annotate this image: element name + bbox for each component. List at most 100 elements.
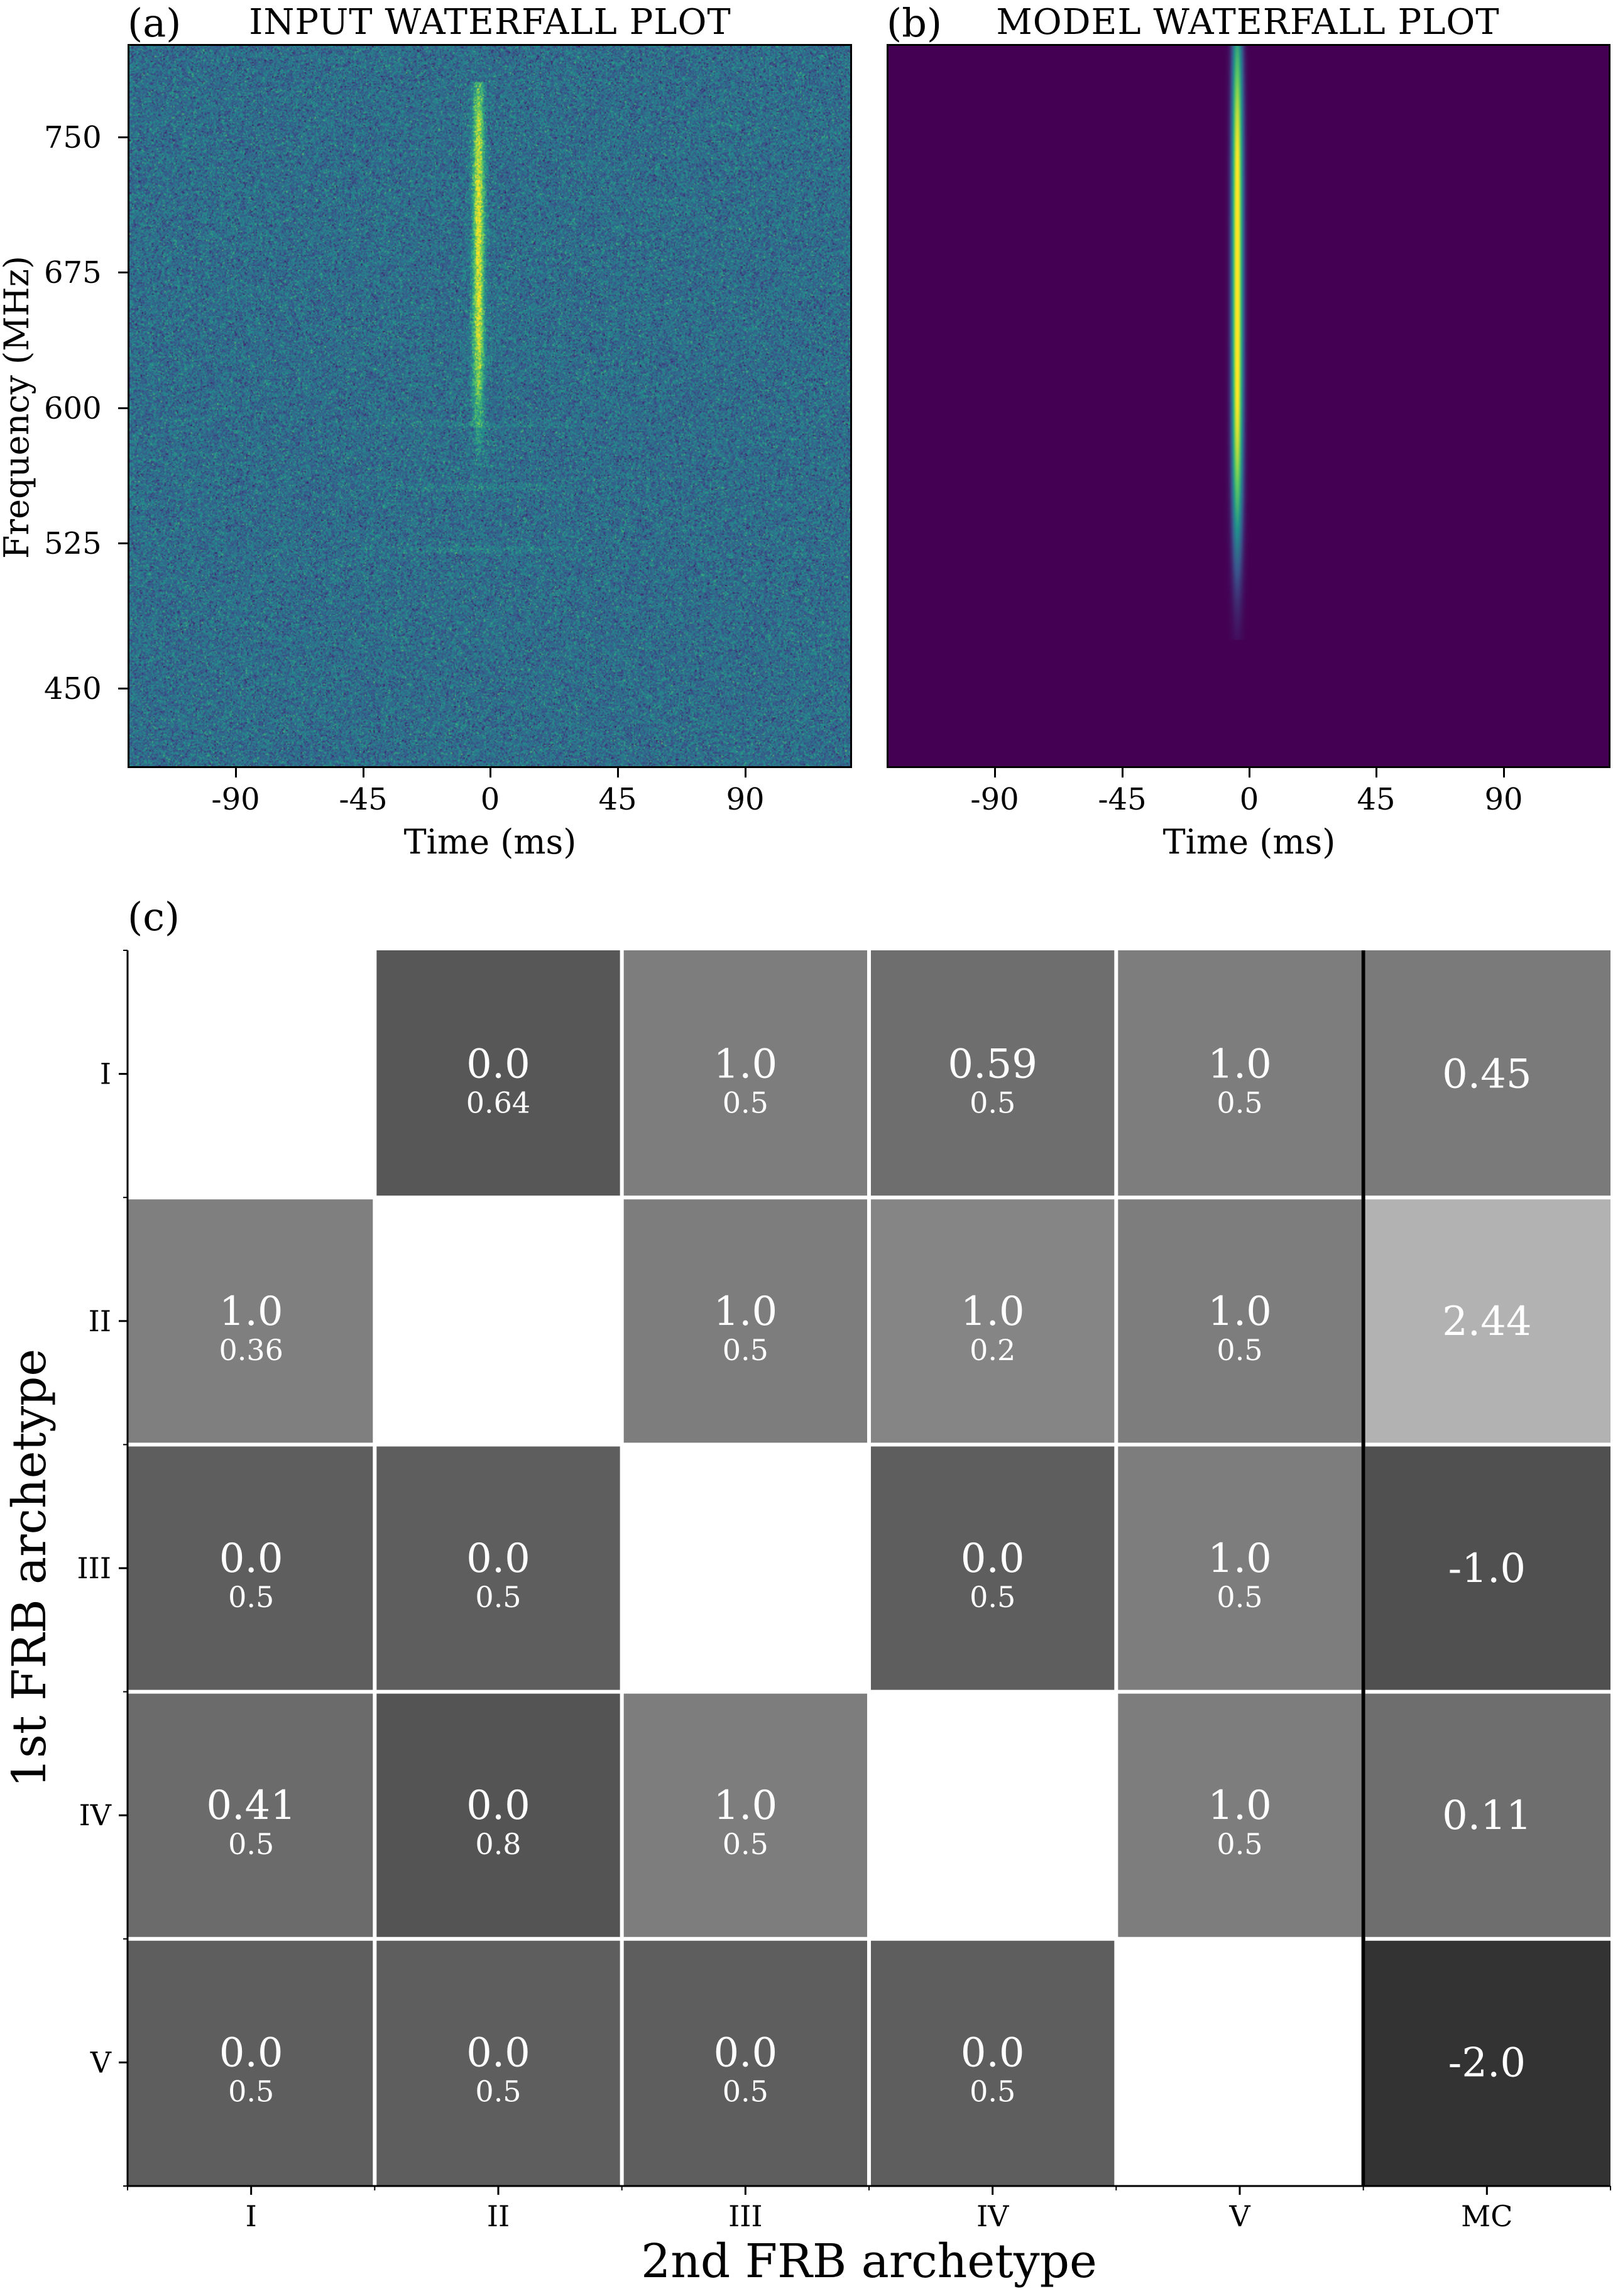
y-tick-mark-675 [118, 272, 128, 273]
matrix-subvalue-II-V: 0.5 [1217, 1333, 1262, 1367]
matrix-subvalue-IV-II: 0.8 [475, 1827, 521, 1861]
matrix-subvalue-II-I: 0.36 [219, 1333, 283, 1367]
matrix-cell-II-V [1116, 1197, 1364, 1445]
matrix-subvalue-IV-V: 0.5 [1217, 1827, 1262, 1861]
matrix-value-I-MC: 0.45 [1442, 1052, 1532, 1098]
row-tick-label-V: V [90, 2045, 112, 2079]
b-x-tick-mark-m45 [1122, 768, 1124, 777]
b-x-tick-label-0: 0 [1239, 782, 1259, 817]
input-waterfall-plot [128, 44, 852, 768]
matrix-subvalue-II-III: 0.5 [723, 1333, 768, 1367]
matrix-cell-IV-III [621, 1691, 869, 1939]
matrix-subvalue-III-II: 0.5 [475, 1580, 521, 1614]
b-x-tick-mark-90 [1503, 768, 1505, 777]
a-x-tick-mark-45 [617, 768, 619, 777]
matrix-subvalue-III-V: 0.5 [1217, 1580, 1262, 1614]
b-x-tick-label-45: 45 [1357, 782, 1396, 817]
y-tick-label-750: 750 [44, 120, 102, 155]
matrix-subvalue-IV-I: 0.5 [228, 1827, 274, 1861]
matrix-value-IV-I: 0.41 [206, 1782, 296, 1829]
matrix-subvalue-III-IV: 0.5 [970, 1580, 1015, 1614]
y-tick-label-600: 600 [44, 391, 102, 426]
matrix-cell-V-III [621, 1938, 869, 2186]
matrix-value-I-III: 1.0 [713, 1041, 777, 1088]
matrix-cell-III-V [1116, 1444, 1364, 1692]
y-tick-label-450: 450 [44, 671, 102, 706]
matrix-value-III-V: 1.0 [1208, 1535, 1272, 1582]
y-tick-mark-450 [118, 688, 128, 689]
matrix-value-V-MC: -2.0 [1448, 2040, 1526, 2086]
matrix-subvalue-II-IV: 0.2 [970, 1333, 1015, 1367]
matrix-x-axis-label: 2nd FRB archetype [641, 2234, 1097, 2288]
matrix-value-II-III: 1.0 [713, 1288, 777, 1335]
col-tick-label-MC: MC [1461, 2199, 1512, 2233]
row-tick-label-I: I [100, 1057, 111, 1091]
a-x-tick-mark-90 [745, 768, 746, 777]
matrix-value-III-MC: -1.0 [1448, 1546, 1526, 1592]
a-x-tick-label-m90: -90 [211, 782, 260, 817]
matrix-cell-I-V [1116, 950, 1364, 1198]
a-x-axis-label: Time (ms) [403, 822, 577, 862]
matrix-subvalue-I-IV: 0.5 [970, 1086, 1015, 1120]
matrix-value-I-V: 1.0 [1208, 1041, 1272, 1088]
row-tick-label-II: II [89, 1304, 111, 1338]
y-tick-mark-600 [118, 407, 128, 409]
matrix-cell-V-MC [1363, 1938, 1610, 2186]
y-tick-label-525: 525 [44, 526, 102, 561]
matrix-value-V-IV: 0.0 [961, 2030, 1025, 2076]
matrix-cell-V-II [375, 1938, 622, 2186]
matrix-cell-II-II [375, 1197, 622, 1445]
panel-a-letter: (a) [128, 0, 182, 46]
b-x-axis-label: Time (ms) [1162, 822, 1336, 862]
matrix-cell-I-III [621, 950, 869, 1198]
matrix-value-III-I: 0.0 [219, 1535, 283, 1582]
matrix-cell-V-IV [869, 1938, 1117, 2186]
a-x-tick-mark-m90 [235, 768, 237, 777]
matrix-value-II-MC: 2.44 [1442, 1299, 1532, 1345]
matrix-cell-III-IV [869, 1444, 1117, 1692]
panel-c-letter: (c) [128, 894, 180, 940]
b-x-tick-label-m45: -45 [1098, 782, 1147, 817]
matrix-y-axis-label: 1st FRB archetype [3, 1349, 57, 1788]
matrix-value-II-IV: 1.0 [961, 1288, 1025, 1335]
col-tick-label-II: II [487, 2199, 510, 2233]
matrix-cell-IV-IV [869, 1691, 1117, 1939]
model-waterfall-plot [887, 44, 1610, 768]
model-waterfall-image [889, 46, 1609, 766]
matrix-cell-III-III [621, 1444, 869, 1692]
matrix-value-III-IV: 0.0 [961, 1535, 1025, 1582]
matrix-subvalue-I-II: 0.64 [466, 1086, 530, 1120]
matrix-cell-IV-I [128, 1691, 375, 1939]
matrix-value-IV-II: 0.0 [466, 1782, 530, 1829]
matrix-cell-I-IV [869, 950, 1117, 1198]
b-x-tick-mark-0 [1249, 768, 1250, 777]
panel-a-title: INPUT WATERFALL PLOT [249, 2, 731, 43]
col-tick-label-III: III [728, 2199, 763, 2233]
matrix-subvalue-IV-III: 0.5 [723, 1827, 768, 1861]
matrix-cell-I-I [128, 950, 375, 1198]
matrix-subvalue-I-III: 0.5 [723, 1086, 768, 1120]
matrix-cell-II-I [128, 1197, 375, 1445]
matrix-cell-I-II [375, 950, 622, 1198]
matrix-value-IV-MC: 0.11 [1442, 1793, 1532, 1839]
col-tick-label-V: V [1228, 2199, 1250, 2233]
a-x-tick-mark-0 [489, 768, 491, 777]
matrix-cell-IV-II [375, 1691, 622, 1939]
matrix-subvalue-V-III: 0.5 [723, 2074, 768, 2108]
matrix-cell-I-MC [1363, 950, 1610, 1198]
row-tick-label-III: III [77, 1551, 111, 1585]
matrix-cell-IV-V [1116, 1691, 1364, 1939]
a-x-tick-label-m45: -45 [339, 782, 388, 817]
col-tick-label-I: I [246, 2199, 257, 2233]
matrix-value-V-II: 0.0 [466, 2030, 530, 2076]
matrix-cell-II-IV [869, 1197, 1117, 1445]
matrix-value-V-III: 0.0 [713, 2030, 777, 2076]
y-tick-mark-750 [118, 136, 128, 138]
y-tick-label-675: 675 [44, 255, 102, 290]
matrix-subvalue-III-I: 0.5 [228, 1580, 274, 1614]
b-x-tick-label-90: 90 [1484, 782, 1523, 817]
a-x-tick-label-90: 90 [726, 782, 765, 817]
matrix-subvalue-V-IV: 0.5 [970, 2074, 1015, 2108]
matrix-cell-II-MC [1363, 1197, 1610, 1445]
